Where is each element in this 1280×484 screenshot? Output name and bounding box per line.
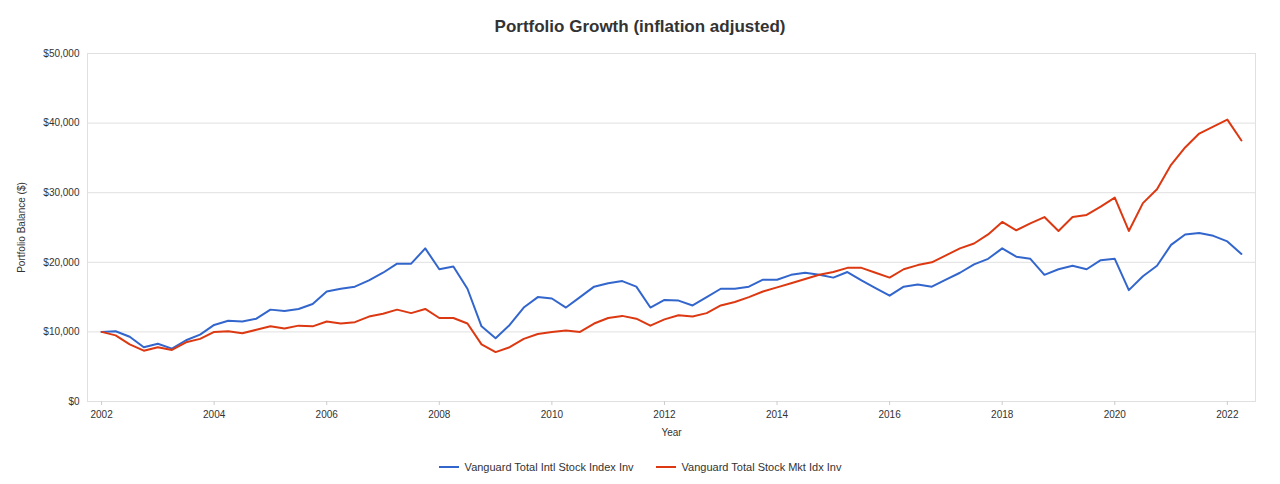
svg-text:$50,000: $50,000 — [43, 48, 80, 59]
svg-text:2012: 2012 — [653, 409, 676, 420]
svg-text:2018: 2018 — [991, 409, 1014, 420]
svg-text:2002: 2002 — [90, 409, 113, 420]
svg-text:2006: 2006 — [316, 409, 339, 420]
svg-text:2016: 2016 — [878, 409, 901, 420]
svg-text:2014: 2014 — [766, 409, 789, 420]
svg-text:2022: 2022 — [1216, 409, 1239, 420]
svg-text:Year: Year — [661, 427, 682, 438]
html-text:Vanguard Total Stock Mkt Idx I: Vanguard Total Stock Mkt Idx Inv — [681, 461, 842, 473]
svg-text:$20,000: $20,000 — [43, 257, 80, 268]
svg-text:$0: $0 — [68, 396, 80, 407]
svg-text:$30,000: $30,000 — [43, 187, 80, 198]
svg-text:$40,000: $40,000 — [43, 117, 80, 128]
svg-text:2010: 2010 — [541, 409, 564, 420]
svg-text:Portfolio Balance ($): Portfolio Balance ($) — [16, 182, 27, 273]
html-text:Vanguard Total Intl Stock Inde: Vanguard Total Intl Stock Index Inv — [464, 461, 634, 473]
svg-text:$10,000: $10,000 — [43, 326, 80, 337]
svg-text:2020: 2020 — [1104, 409, 1127, 420]
svg-text:2008: 2008 — [428, 409, 451, 420]
html-text:Portfolio Growth (inflation ad: Portfolio Growth (inflation adjusted) — [494, 17, 786, 36]
svg-text:2004: 2004 — [203, 409, 226, 420]
